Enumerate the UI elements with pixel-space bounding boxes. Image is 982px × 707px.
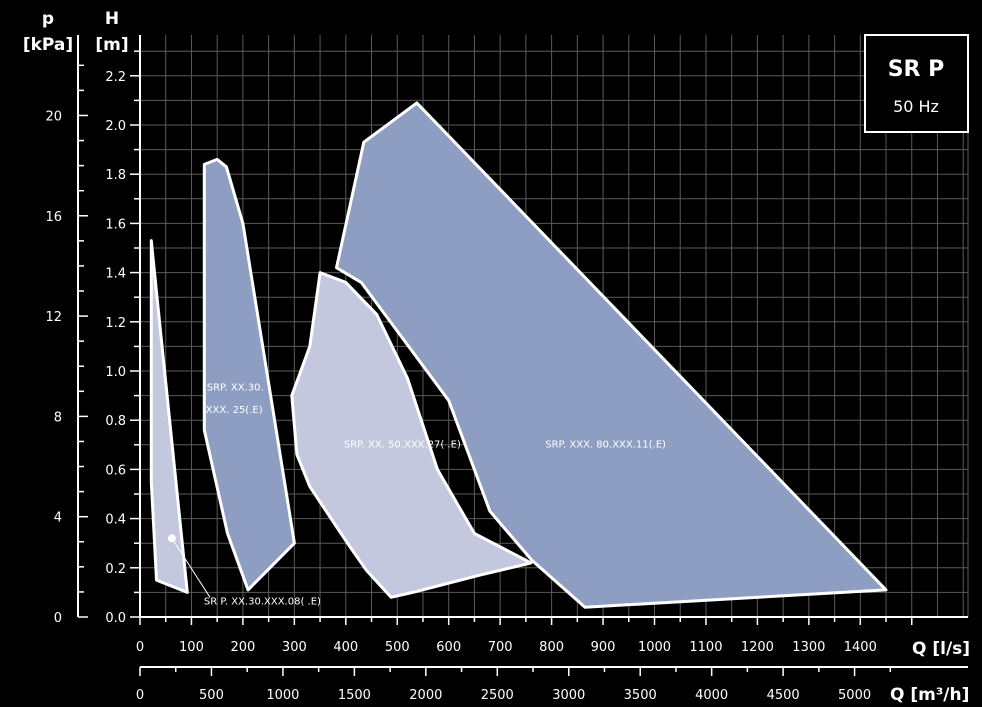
region-label: XXX. 25(.E) [206,405,263,416]
q-ls-tick-label: 800 [539,640,564,655]
label-leader-dot [167,534,176,543]
q-m3h-tick-label: 2000 [409,688,442,703]
h-tick-label: 0.4 [105,513,126,528]
p-axis-unit: [kPa] [23,35,73,55]
region-label: SRP. XXX. 80.XXX.11(.E) [545,439,666,450]
p-tick-label: 8 [54,410,62,425]
region-label: SRP. XX.30. [207,383,264,394]
q-ls-tick-label: 1000 [638,640,671,655]
q-m3h-tick-label: 4500 [767,688,800,703]
q-ls-tick-label: 400 [333,640,358,655]
axes: 0.0 0.2 0.4 0.6 0.8 1.0 1.2 1.4 1.6 1.8 2.0 2.2 0 4 8 1… [45,35,968,703]
legend-box-frame [864,34,969,133]
p-tick-label: 4 [54,511,62,526]
p-tick-label: 12 [45,310,62,325]
performance-region-3 [290,271,533,599]
h-tick-label: 1.2 [105,316,126,331]
h-tick-label: 0.6 [105,463,126,478]
q-m3h-tick-label: 500 [199,688,224,703]
q-m3h-tick-label: 1500 [338,688,371,703]
p-tick-label: 20 [45,109,62,124]
h-tick-label: 0.0 [105,611,126,626]
performance-region-2 [202,157,296,592]
q-m3h-tick-label: 1000 [266,688,299,703]
q-m3h-tick-label: 0 [136,688,144,703]
h-tick-label: 0.8 [105,414,126,429]
p-axis-label: p [42,9,54,29]
q-ls-tick-label: 900 [591,640,616,655]
q-m3h-tick-label: 4000 [695,688,728,703]
performance-region-4 [149,239,189,594]
p-tick-label: 0 [54,611,62,626]
q-ls-tick-label: 500 [385,640,410,655]
legend-box: SR P 50 Hz [864,34,969,133]
q-ls-tick-label: 100 [179,640,204,655]
q-m3h-tick-label: 3500 [624,688,657,703]
performance-region-1 [335,101,888,609]
h-tick-label: 1.8 [105,168,126,183]
q-ls-tick-label: 700 [488,640,513,655]
q-m3h-tick-label: 3000 [552,688,585,703]
q-ls-tick-label: 1400 [844,640,877,655]
performance-regions [149,101,888,609]
label-leader-line [171,538,211,598]
region-label: SRP. XX. 50.XXX.27( .E) [344,439,461,450]
q-ls-tick-label: 1200 [741,640,774,655]
h-axis-label: H [105,9,119,29]
q-ls-tick-label: 300 [282,640,307,655]
h-tick-label: 1.4 [105,267,126,282]
region-labels: SRP. XX.30. XXX. 25(.E) SRP. XX. 50.XXX.27… [204,383,666,608]
q-ls-axis-caption: Q [l/s] [912,639,970,659]
h-tick-label: 0.2 [105,562,126,577]
h-tick-label: 2.0 [105,119,126,134]
p-tick-label: 16 [45,210,62,225]
q-ls-tick-label: 0 [136,640,144,655]
h-axis-unit: [m] [95,35,128,55]
q-ls-tick-label: 600 [436,640,461,655]
q-ls-tick-label: 1300 [792,640,825,655]
legend-title: SR P [888,57,945,82]
h-tick-label: 1.0 [105,365,126,380]
q-ls-tick-label: 200 [230,640,255,655]
legend-subtitle: 50 Hz [893,97,939,116]
q-m3h-axis-caption: Q [m³/h] [890,685,969,705]
h-tick-label: 2.2 [105,70,126,85]
h-tick-label: 1.6 [105,217,126,232]
q-m3h-tick-label: 5000 [838,688,871,703]
q-ls-tick-label: 1100 [689,640,722,655]
q-m3h-tick-label: 2500 [481,688,514,703]
region-label: SR P. XX.30.XXX.08( .E) [204,597,321,608]
